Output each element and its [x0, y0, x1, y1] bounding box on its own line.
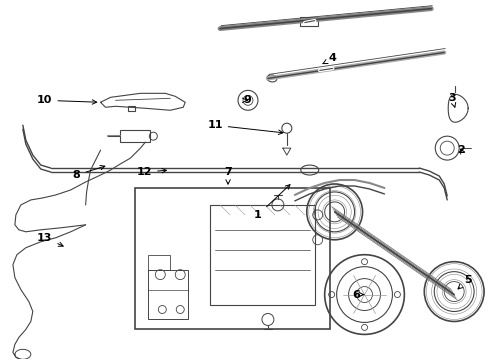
Text: 9: 9	[242, 95, 250, 105]
Bar	[210, 205, 314, 305]
Text: 8: 8	[73, 165, 104, 180]
Text: 5: 5	[457, 275, 471, 289]
Text: 7: 7	[224, 167, 231, 184]
Bar	[299, 17, 317, 26]
Text: 10: 10	[37, 95, 97, 105]
Bar	[120, 130, 150, 142]
Bar	[148, 270, 188, 319]
Text: 12: 12	[136, 167, 166, 177]
Bar	[148, 255, 170, 270]
Text: 6: 6	[352, 289, 363, 300]
Text: 13: 13	[37, 233, 63, 246]
Text: 2: 2	[456, 145, 464, 155]
Bar	[128, 106, 135, 111]
Text: 4: 4	[323, 54, 336, 64]
Text: 3: 3	[447, 93, 455, 107]
Bar	[135, 188, 329, 329]
Text: 1: 1	[254, 185, 289, 220]
Text: 11: 11	[207, 120, 283, 135]
